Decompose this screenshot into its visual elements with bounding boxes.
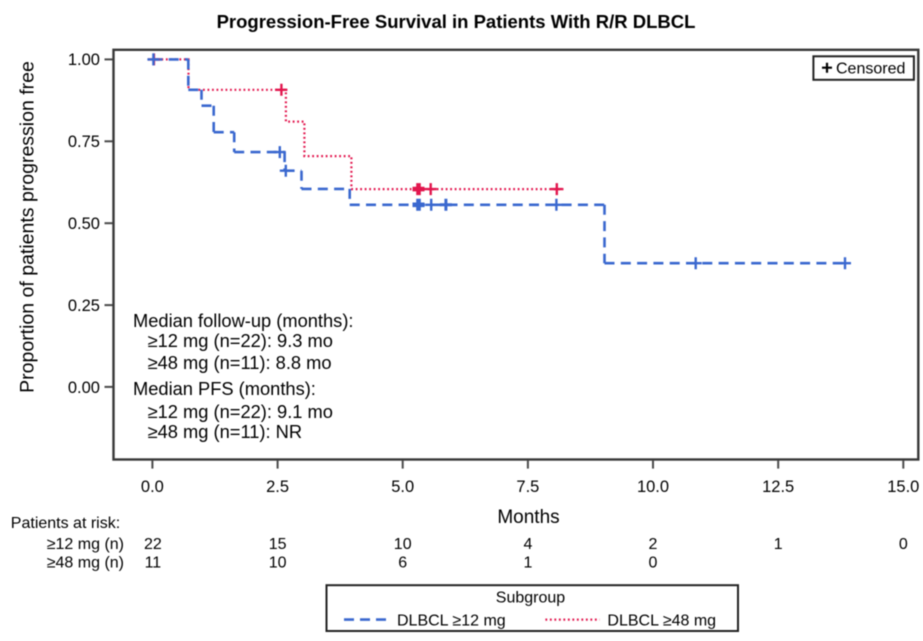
svg-text:6: 6 xyxy=(398,555,407,572)
svg-text:0: 0 xyxy=(649,555,658,572)
svg-text:1.00: 1.00 xyxy=(68,51,100,69)
svg-text:22: 22 xyxy=(144,536,162,553)
svg-text:10.0: 10.0 xyxy=(637,478,669,496)
svg-text:15.0: 15.0 xyxy=(887,478,919,496)
svg-text:10: 10 xyxy=(394,536,412,553)
svg-text:≥48 mg (n): ≥48 mg (n) xyxy=(47,555,124,572)
svg-text:0.50: 0.50 xyxy=(68,215,100,233)
svg-text:Median follow-up (months):: Median follow-up (months): xyxy=(133,310,353,331)
svg-text:5.0: 5.0 xyxy=(391,478,414,496)
svg-text:≥48 mg (n=11): 8.8 mo: ≥48 mg (n=11): 8.8 mo xyxy=(148,352,332,373)
svg-text:Patients at risk:: Patients at risk: xyxy=(11,515,120,532)
svg-text:≥12 mg (n=22): 9.1 mo: ≥12 mg (n=22): 9.1 mo xyxy=(148,401,333,422)
svg-text:Censored: Censored xyxy=(836,61,905,78)
svg-text:≥12 mg (n): ≥12 mg (n) xyxy=(47,536,124,553)
svg-text:0.25: 0.25 xyxy=(68,297,100,315)
svg-text:DLBCL ≥12 mg: DLBCL ≥12 mg xyxy=(397,613,506,630)
svg-text:≥48 mg (n=11): NR: ≥48 mg (n=11): NR xyxy=(148,421,302,442)
svg-text:2.5: 2.5 xyxy=(266,478,289,496)
svg-text:15: 15 xyxy=(269,536,287,553)
svg-text:0.00: 0.00 xyxy=(68,379,100,397)
svg-text:7.5: 7.5 xyxy=(516,478,539,496)
svg-text:DLBCL ≥48 mg: DLBCL ≥48 mg xyxy=(607,613,716,630)
svg-text:4: 4 xyxy=(523,536,532,553)
svg-text:1: 1 xyxy=(523,555,532,572)
svg-text:0.75: 0.75 xyxy=(68,133,100,151)
svg-text:2: 2 xyxy=(649,536,658,553)
svg-text:Median PFS (months):: Median PFS (months): xyxy=(133,378,316,399)
svg-text:≥12 mg (n=22): 9.3 mo: ≥12 mg (n=22): 9.3 mo xyxy=(148,330,333,351)
svg-text:0.0: 0.0 xyxy=(141,478,164,496)
svg-text:Proportion of patients progres: Proportion of patients progression free xyxy=(17,61,39,393)
svg-text:0: 0 xyxy=(899,536,908,553)
svg-text:10: 10 xyxy=(269,555,287,572)
svg-text:Progression-Free Survival in P: Progression-Free Survival in Patients Wi… xyxy=(217,11,696,32)
svg-text:Subgroup: Subgroup xyxy=(496,589,565,606)
svg-text:1: 1 xyxy=(774,536,783,553)
svg-text:12.5: 12.5 xyxy=(762,478,794,496)
svg-text:Months: Months xyxy=(497,507,559,528)
svg-text:11: 11 xyxy=(145,555,162,572)
